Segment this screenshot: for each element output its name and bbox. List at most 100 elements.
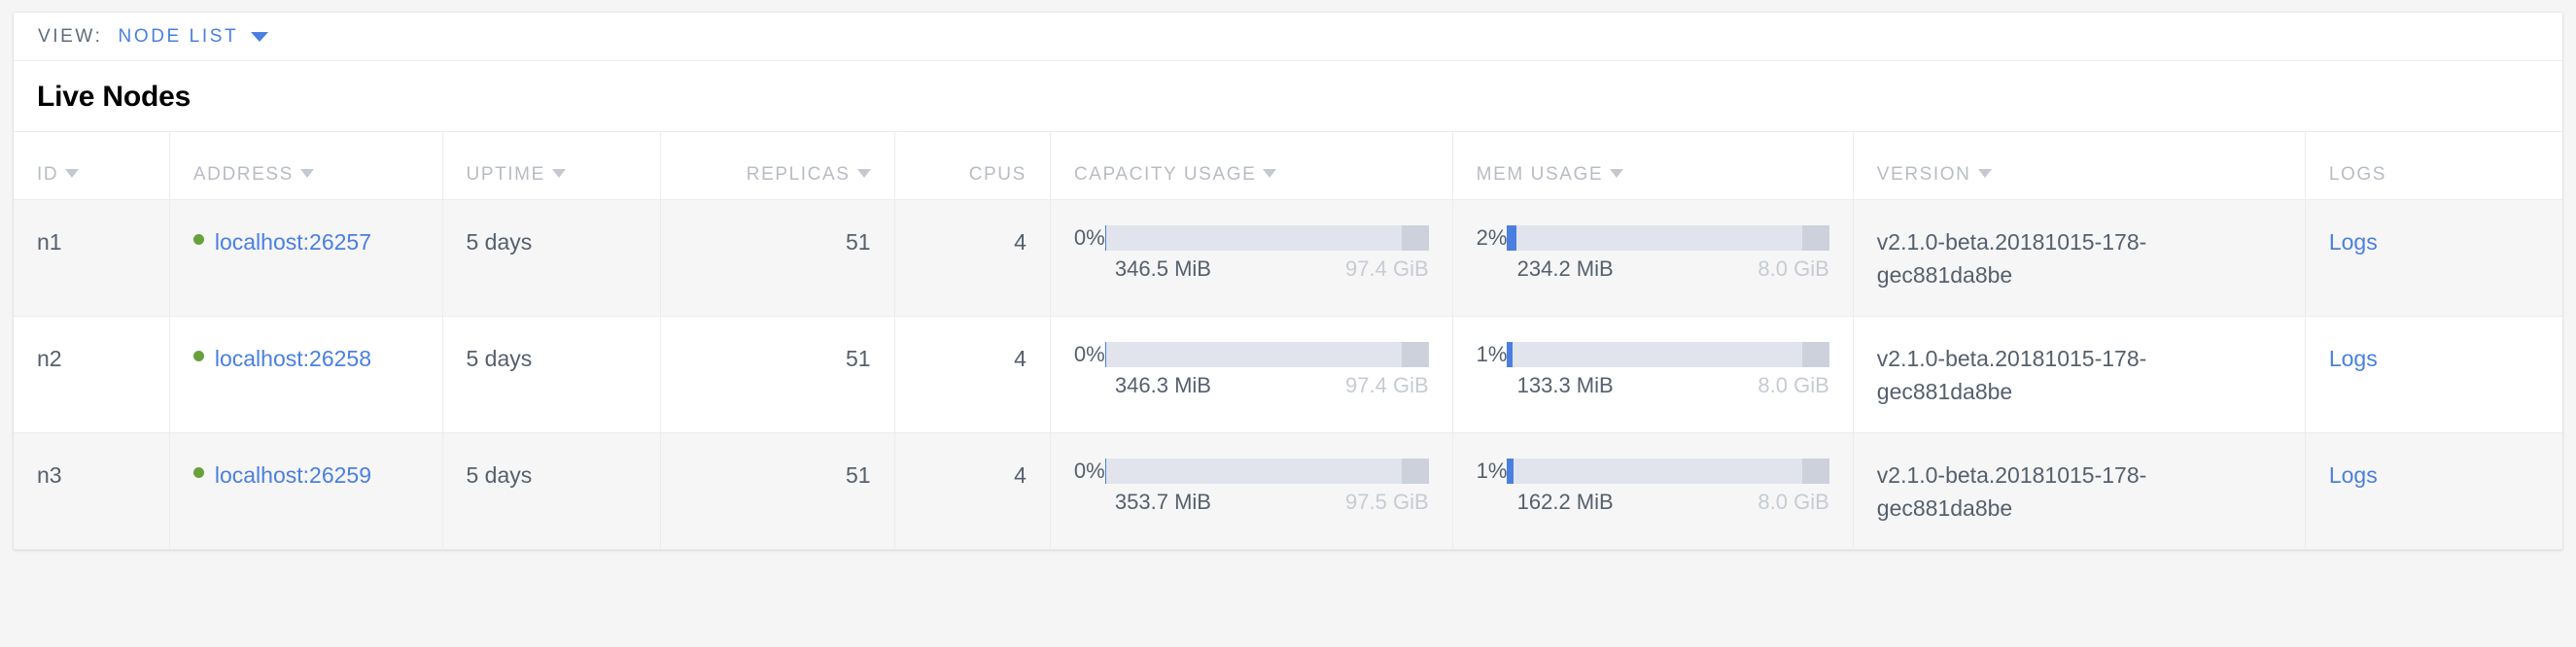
column-header-label: UPTIME xyxy=(466,164,545,185)
mem-bar-track xyxy=(1507,459,1829,484)
column-header-capacity-usage[interactable]: CAPACITY USAGE xyxy=(1050,131,1453,200)
table-header-row: ID ADDRESS UPTIME REPLICAS CPUS CAPACITY… xyxy=(14,131,2562,200)
mem-bar-legend: 133.3 MiB 8.0 GiB xyxy=(1477,369,1829,402)
mem-bar-fill xyxy=(1507,459,1514,484)
mem-bar: 1% xyxy=(1477,459,1829,484)
cell-address: localhost:26259 xyxy=(169,432,443,550)
sort-caret-icon xyxy=(1977,169,1992,178)
column-header-uptime[interactable]: UPTIME xyxy=(442,131,661,200)
sort-caret-icon xyxy=(1263,169,1277,178)
column-header-cpus[interactable]: CPUS xyxy=(894,131,1051,200)
column-header-label: VERSION xyxy=(1876,164,1971,185)
cell-version: v2.1.0-beta.20181015-178-gec881da8be xyxy=(1853,199,2306,317)
mem-bar-cap xyxy=(1801,459,1829,484)
table-row: n3 localhost:26259 5 days 51 4 0% xyxy=(14,432,2562,550)
view-selected-value: NODE LIST xyxy=(118,25,239,47)
mem-used-label: 234.2 MiB xyxy=(1516,256,1614,281)
column-header-label: ADDRESS xyxy=(192,164,294,185)
address-link[interactable]: localhost:26259 xyxy=(214,462,371,488)
view-label: VIEW: xyxy=(38,25,103,47)
capacity-bar-fill xyxy=(1104,225,1106,251)
sort-caret-icon xyxy=(1610,169,1624,178)
column-header-label: CAPACITY USAGE xyxy=(1073,164,1257,185)
cell-logs: Logs xyxy=(2305,199,2562,317)
capacity-used-label: 346.5 MiB xyxy=(1114,256,1211,281)
capacity-used-label: 346.3 MiB xyxy=(1114,373,1211,397)
mem-bar-cap xyxy=(1801,225,1829,251)
cell-logs: Logs xyxy=(2305,316,2562,433)
cell-cpus: 4 xyxy=(894,432,1051,550)
cell-capacity-usage: 0% 353.7 MiB 97.5 GiB xyxy=(1050,432,1453,550)
capacity-percent-label: 0% xyxy=(1073,342,1105,366)
logs-link[interactable]: Logs xyxy=(2328,462,2378,488)
column-header-id[interactable]: ID xyxy=(14,131,170,200)
logs-link[interactable]: Logs xyxy=(2328,229,2378,255)
column-header-label: LOGS xyxy=(2328,164,2387,185)
cell-capacity-usage: 0% 346.5 MiB 97.4 GiB xyxy=(1050,199,1453,317)
capacity-percent-label: 0% xyxy=(1073,225,1105,250)
capacity-bar-legend: 346.5 MiB 97.4 GiB xyxy=(1074,253,1429,286)
logs-link[interactable]: Logs xyxy=(2328,346,2378,371)
column-header-label: ID xyxy=(37,164,59,185)
capacity-bar-track xyxy=(1104,459,1429,484)
capacity-bar-fill xyxy=(1104,459,1106,484)
live-nodes-table: ID ADDRESS UPTIME REPLICAS CPUS CAPACITY… xyxy=(14,131,2562,550)
cell-cpus: 4 xyxy=(894,316,1051,433)
column-header-replicas[interactable]: REPLICAS xyxy=(660,131,895,200)
column-header-label: MEM USAGE xyxy=(1476,164,1604,185)
capacity-total-label: 97.5 GiB xyxy=(1345,490,1429,514)
table-row: n1 localhost:26257 5 days 51 4 0% xyxy=(14,199,2562,317)
mem-used-label: 133.3 MiB xyxy=(1516,373,1614,397)
mem-percent-label: 1% xyxy=(1476,342,1508,366)
mem-total-label: 8.0 GiB xyxy=(1758,373,1829,397)
capacity-bar-cap xyxy=(1401,342,1429,367)
cell-version: v2.1.0-beta.20181015-178-gec881da8be xyxy=(1853,432,2306,550)
health-status-icon xyxy=(192,234,204,245)
cell-logs: Logs xyxy=(2305,432,2562,550)
mem-bar-fill xyxy=(1507,342,1513,367)
capacity-bar: 0% xyxy=(1074,342,1429,367)
capacity-bar-cap xyxy=(1401,225,1429,251)
capacity-bar: 0% xyxy=(1074,225,1429,251)
capacity-bar-cap xyxy=(1401,459,1429,484)
address-link[interactable]: localhost:26257 xyxy=(214,229,371,255)
mem-bar-track xyxy=(1507,342,1829,367)
live-nodes-card: VIEW: NODE LIST Live Nodes ID ADDRESS UP… xyxy=(14,13,2562,550)
mem-bar: 1% xyxy=(1477,342,1829,367)
mem-bar-track xyxy=(1507,225,1829,251)
table-header: ID ADDRESS UPTIME REPLICAS CPUS CAPACITY… xyxy=(14,131,2562,200)
mem-percent-label: 1% xyxy=(1476,459,1508,483)
column-header-mem-usage[interactable]: MEM USAGE xyxy=(1452,131,1854,200)
sort-caret-icon xyxy=(299,169,314,178)
mem-bar-legend: 162.2 MiB 8.0 GiB xyxy=(1477,486,1829,519)
cell-address: localhost:26258 xyxy=(169,316,443,433)
sort-caret-icon xyxy=(65,169,80,178)
cell-node-id: n2 xyxy=(14,316,170,433)
sort-caret-icon xyxy=(856,169,871,178)
cell-cpus: 4 xyxy=(894,199,1051,317)
column-header-logs: LOGS xyxy=(2305,131,2562,200)
table-body: n1 localhost:26257 5 days 51 4 0% xyxy=(14,199,2562,550)
cell-address: localhost:26257 xyxy=(169,199,443,317)
view-dropdown[interactable]: NODE LIST xyxy=(119,26,269,48)
column-header-address[interactable]: ADDRESS xyxy=(169,131,443,200)
capacity-percent-label: 0% xyxy=(1073,459,1105,483)
health-status-icon xyxy=(192,467,204,478)
capacity-total-label: 97.4 GiB xyxy=(1345,256,1429,281)
capacity-bar-track xyxy=(1104,225,1429,251)
cell-mem-usage: 1% 133.3 MiB 8.0 GiB xyxy=(1452,316,1854,433)
table-row: n2 localhost:26258 5 days 51 4 0% xyxy=(14,316,2562,433)
column-header-version[interactable]: VERSION xyxy=(1853,131,2306,200)
cell-capacity-usage: 0% 346.3 MiB 97.4 GiB xyxy=(1050,316,1453,433)
address-link[interactable]: localhost:26258 xyxy=(214,346,371,371)
capacity-bar: 0% xyxy=(1074,459,1429,484)
cell-node-id: n3 xyxy=(14,432,170,550)
capacity-bar-track xyxy=(1104,342,1429,367)
mem-total-label: 8.0 GiB xyxy=(1758,490,1829,514)
cell-version: v2.1.0-beta.20181015-178-gec881da8be xyxy=(1853,316,2306,433)
cell-uptime: 5 days xyxy=(442,199,661,317)
chevron-down-icon xyxy=(251,31,269,42)
mem-bar: 2% xyxy=(1477,225,1829,251)
cell-mem-usage: 2% 234.2 MiB 8.0 GiB xyxy=(1452,199,1854,317)
